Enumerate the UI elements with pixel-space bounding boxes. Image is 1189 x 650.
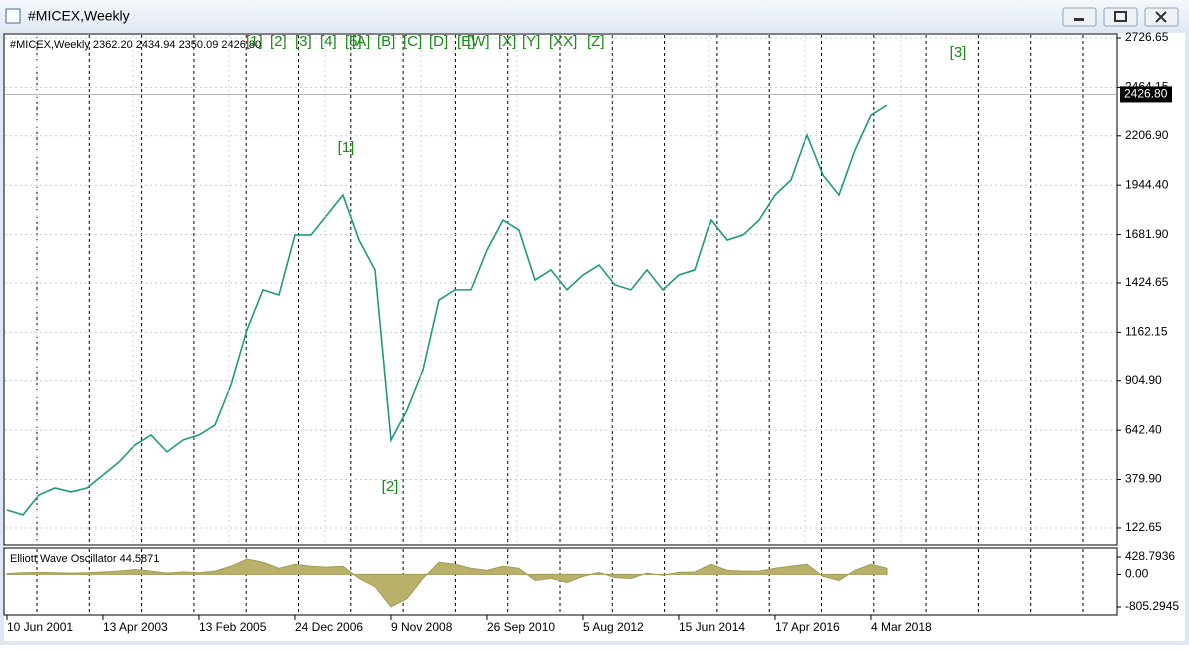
wave-label: [3] xyxy=(950,44,967,61)
wave-menu-item[interactable]: [E] xyxy=(457,33,475,50)
wave-menu-item[interactable]: [W] xyxy=(467,33,490,50)
wave-menu-item[interactable]: [B] xyxy=(377,33,395,50)
wave-menu-item[interactable]: [X] xyxy=(498,33,516,50)
chart-area xyxy=(4,33,1185,641)
x-tick-label: 15 Jun 2014 xyxy=(679,620,745,634)
y-tick-label: 1681.90 xyxy=(1125,227,1169,241)
price-pane xyxy=(3,33,1118,546)
price-line xyxy=(6,104,888,516)
wave-menu-item[interactable]: [2] xyxy=(270,33,287,50)
wave-menu-item[interactable]: [4] xyxy=(320,33,337,50)
maximize-button[interactable] xyxy=(1103,7,1138,27)
x-tick-label: 4 Mar 2018 xyxy=(871,620,932,634)
wave-menu-item[interactable]: [Y] xyxy=(522,33,540,50)
window-title: #MICEX,Weekly xyxy=(28,8,130,24)
x-tick-label: 13 Feb 2005 xyxy=(199,620,267,634)
y-tick-label: 904.90 xyxy=(1125,373,1162,387)
y-tick-label: 642.40 xyxy=(1125,422,1162,436)
window-icon xyxy=(5,8,21,24)
close-button[interactable] xyxy=(1144,7,1179,27)
x-tick-label: 26 Sep 2010 xyxy=(487,620,555,634)
wave-menu-item[interactable]: [A] xyxy=(352,33,370,50)
x-tick-label: 24 Dec 2006 xyxy=(295,620,363,634)
last-price-box xyxy=(1120,86,1172,103)
wave-menu-item[interactable]: [XX] xyxy=(549,33,577,50)
y-tick-label: -805.2945 xyxy=(1125,599,1179,613)
oscillator-title: Elliott Wave Oscillator 44.5871 xyxy=(10,553,159,565)
y-tick-label: 428.7936 xyxy=(1125,549,1175,563)
symbol-info: #MICEX,Weekly 2362.20 2434.94 2350.09 24… xyxy=(10,39,261,51)
y-tick-label: 1424.65 xyxy=(1125,275,1169,289)
oscillator-area xyxy=(6,558,888,608)
wave-menu-item[interactable]: [3] xyxy=(295,33,312,50)
y-tick-label: 122.65 xyxy=(1125,520,1162,534)
oscillator-pane xyxy=(3,547,1118,616)
x-tick-label: 17 Apr 2016 xyxy=(775,620,840,634)
title-bar xyxy=(0,0,1189,33)
y-tick-label: 0.00 xyxy=(1125,567,1149,581)
y-tick-label: 2206.90 xyxy=(1125,128,1169,142)
minimize-button[interactable] xyxy=(1062,7,1097,27)
wave-label: [2] xyxy=(382,478,399,495)
x-tick-label: 5 Aug 2012 xyxy=(583,620,644,634)
wave-menu-item[interactable]: [C] xyxy=(403,33,422,50)
y-tick-label: 379.90 xyxy=(1125,472,1162,486)
y-tick-label: 2726.65 xyxy=(1125,30,1169,44)
y-tick-label: 1162.15 xyxy=(1125,325,1168,339)
y-tick-label: 1944.40 xyxy=(1125,177,1169,191)
wave-menu-item[interactable]: [Z] xyxy=(587,33,605,50)
x-tick-label: 9 Nov 2008 xyxy=(391,620,453,634)
wave-menu-item[interactable]: [1] xyxy=(246,33,263,50)
wave-menu-item[interactable]: [5] xyxy=(345,33,362,50)
x-tick-label: 10 Jun 2001 xyxy=(7,620,73,634)
last-price-label: 2426.80 xyxy=(1124,87,1168,101)
wave-label: [1] xyxy=(338,139,355,156)
x-tick-label: 13 Apr 2003 xyxy=(103,620,168,634)
wave-menu-item[interactable]: [D] xyxy=(429,33,448,50)
